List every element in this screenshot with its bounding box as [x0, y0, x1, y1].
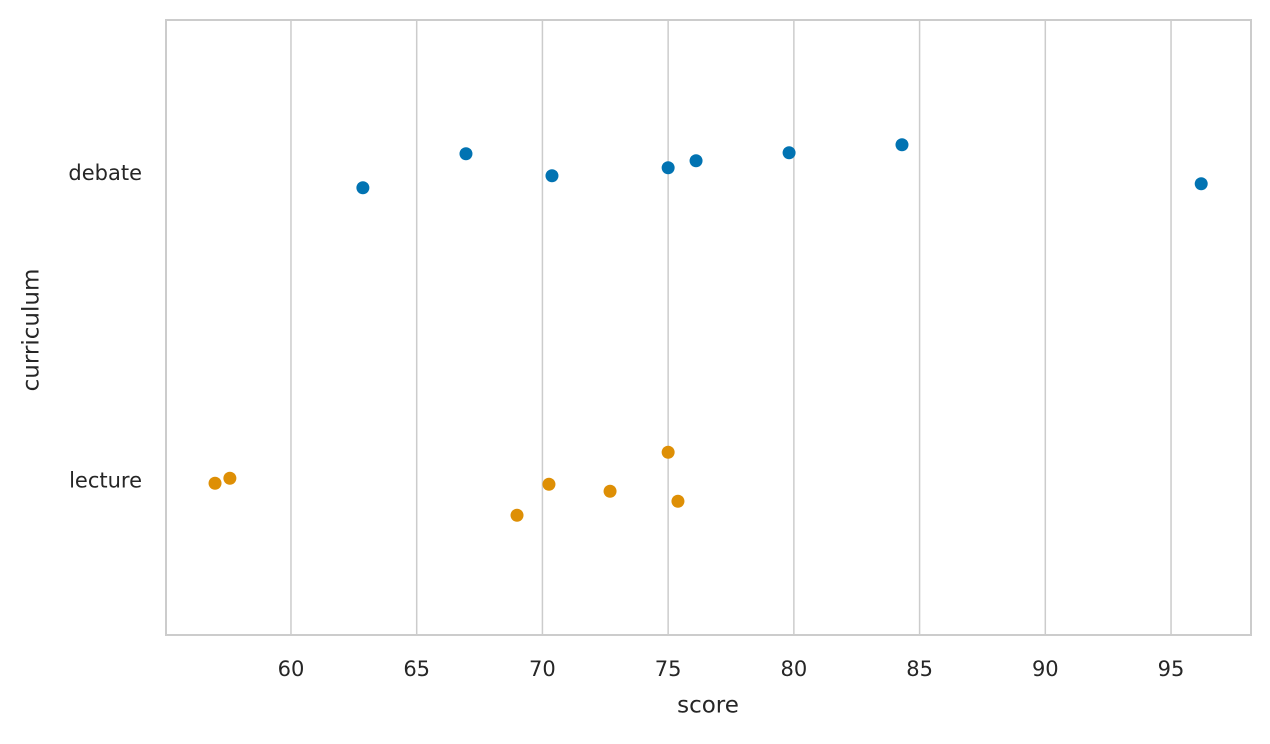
x-tick-label: 65: [403, 657, 430, 681]
point: [208, 476, 222, 490]
point: [895, 138, 909, 152]
y-axis-label: curriculum: [19, 269, 45, 392]
point: [689, 154, 703, 168]
point: [661, 161, 675, 175]
x-tick-label: 60: [278, 657, 305, 681]
y-tick-label: debate: [68, 161, 142, 185]
point: [545, 169, 559, 183]
point: [782, 146, 796, 160]
x-tick-label: 95: [1158, 657, 1185, 681]
x-tick-label: 80: [780, 657, 807, 681]
x-tick-label: 85: [906, 657, 933, 681]
point: [510, 508, 524, 522]
point: [459, 147, 473, 161]
point: [1194, 177, 1208, 191]
x-tick-label: 75: [655, 657, 682, 681]
x-tick-label: 70: [529, 657, 556, 681]
x-tick-label: 90: [1032, 657, 1059, 681]
point: [603, 484, 617, 498]
point: [223, 471, 237, 485]
point: [671, 494, 685, 508]
point: [356, 181, 370, 195]
x-axis-label: score: [677, 693, 739, 719]
y-tick-label: lecture: [69, 468, 142, 492]
point: [661, 445, 675, 459]
point: [542, 477, 556, 491]
plot-frame: [165, 19, 1252, 636]
